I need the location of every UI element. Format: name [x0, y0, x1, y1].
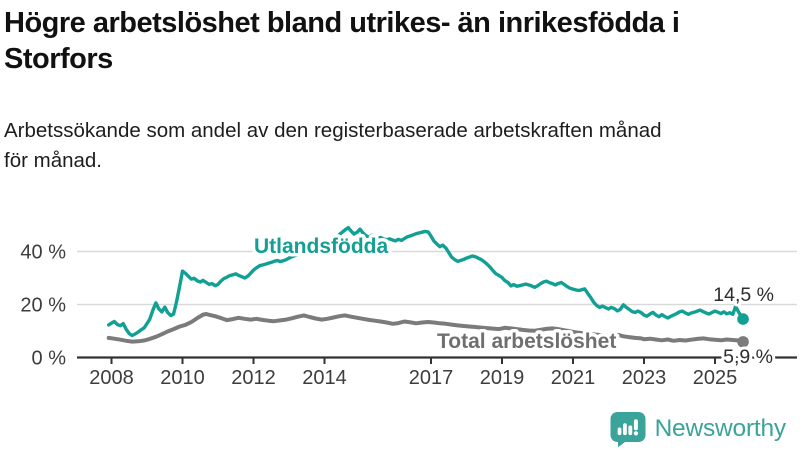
x-tick-label-2014: 2014 — [302, 367, 347, 389]
x-tick-label-2017: 2017 — [409, 367, 454, 389]
series-line-utlandsfodda — [106, 225, 745, 338]
x-tick-label-2010: 2010 — [160, 367, 205, 389]
logo-wordmark: Newsworthy — [654, 415, 787, 442]
x-tick-label-2025: 2025 — [693, 367, 738, 389]
page-subtitle-line-1: Arbetssökande som andel av den registerb… — [4, 119, 662, 142]
page-title-line-1: Högre arbetslöshet bland utrikes- än inr… — [4, 7, 680, 39]
series-line-total-arbetsloshet — [106, 312, 745, 344]
x-tick-label-2012: 2012 — [231, 367, 276, 389]
x-tick-label-2023: 2023 — [622, 367, 667, 389]
page-subtitle: Arbetssökande som andel av den registerb… — [4, 116, 794, 176]
y-tick-label-40: 40 % — [20, 242, 66, 264]
x-tick-label-2008: 2008 — [89, 367, 134, 389]
series-endpoint-total-arbetsloshet — [737, 336, 749, 348]
series-label-total-arbetsloshet: Total arbetslöshet — [437, 330, 616, 353]
y-tick-label-0: 0 % — [32, 348, 67, 370]
newsworthy-logo: Newsworthy — [609, 410, 786, 448]
end-value-label-utlandsfodda: 14,5 % — [713, 284, 774, 306]
page-title: Högre arbetslöshet bland utrikes- än inr… — [4, 5, 798, 77]
end-value-label-total-arbetsloshet: 5,9 % — [723, 346, 773, 368]
series-endpoint-utlandsfodda — [737, 313, 749, 325]
page-title-line-2: Storfors — [4, 43, 113, 75]
series-label-utlandsfodda: Utlandsfödda — [254, 235, 388, 258]
x-tick-label-2019: 2019 — [480, 367, 525, 389]
y-tick-label-20: 20 % — [20, 295, 66, 317]
page-subtitle-line-2: för månad. — [4, 149, 102, 172]
bar-chart-speech-bubble-icon — [610, 412, 646, 448]
x-tick-label-2021: 2021 — [551, 367, 596, 389]
